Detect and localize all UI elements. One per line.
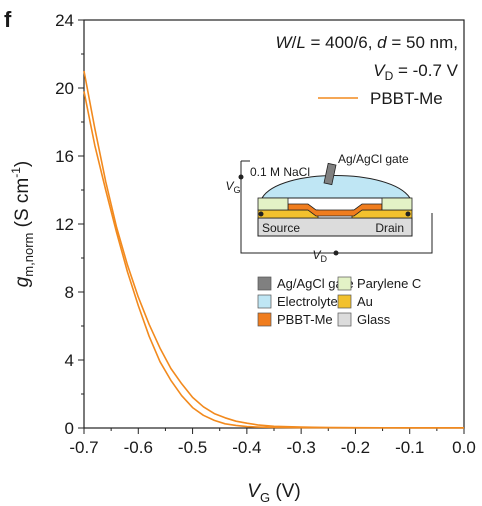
nacl-label: 0.1 M NaCl <box>250 165 310 179</box>
x-tick-label: -0.1 <box>395 438 424 457</box>
legend-label-series-1: PBBT-Me <box>370 89 443 108</box>
legend-swatch <box>257 276 272 291</box>
y-tick-label: 20 <box>55 79 74 98</box>
gate-node <box>238 174 244 180</box>
legend-swatch <box>257 312 272 327</box>
legend-label: Glass <box>357 312 391 327</box>
legend-swatch <box>337 276 352 291</box>
x-tick-label: -0.4 <box>232 438 261 457</box>
x-tick-label: -0.5 <box>178 438 207 457</box>
vd-label: VD <box>312 248 327 264</box>
drain-voltage-annotation: VD = -0.7 V <box>373 61 458 83</box>
y-tick-label: 8 <box>65 283 74 302</box>
x-tick-label: -0.3 <box>286 438 315 457</box>
y-axis-label: gm,norm (S cm-1) <box>9 161 36 288</box>
legend-label: Electrolyte <box>277 294 338 309</box>
drain-node <box>405 211 411 217</box>
legend-swatch <box>337 294 352 309</box>
y-tick-label: 12 <box>55 215 74 234</box>
legend-swatch <box>257 294 272 309</box>
y-tick-label: 0 <box>65 419 74 438</box>
x-tick-label: -0.2 <box>341 438 370 457</box>
device-geometry-annotation: W/L = 400/6, d = 50 nm, <box>276 33 458 52</box>
electrolyte-droplet <box>261 175 411 199</box>
x-axis-label: VG (V) <box>247 481 300 505</box>
y-tick-label: 4 <box>65 351 74 370</box>
parylene-right <box>381 197 413 211</box>
y-tick-label: 16 <box>55 147 74 166</box>
vd-node <box>333 250 339 256</box>
parylene-left <box>257 197 289 211</box>
legend-swatch <box>337 312 352 327</box>
axis-ticks: -0.7 -0.6 -0.5 -0.4 -0.3 -0.2 -0.1 0.0 0 4 8 12 16 20… <box>55 11 476 457</box>
device-schematic: 0.1 M NaCl Ag/AgCl gate VG VD Source Dra… <box>225 152 433 264</box>
series-line-1 <box>83 91 464 429</box>
series-line-2 <box>83 70 464 429</box>
drain-label: Drain <box>375 221 404 235</box>
panel-label: f <box>4 7 12 32</box>
series-layer <box>83 70 464 429</box>
gate-label: Ag/AgCl gate <box>338 152 409 166</box>
ag-agcl-gate <box>323 162 337 186</box>
x-tick-label: -0.7 <box>69 438 98 457</box>
x-tick-label: -0.6 <box>124 438 153 457</box>
glass-substrate <box>257 217 413 237</box>
legend-label: Parylene C <box>357 276 421 291</box>
legend-label: Au <box>357 294 373 309</box>
material-legend: Ag/AgCl gate Parylene C Electrolyte Au PBBT-… <box>257 276 421 327</box>
vg-label: VG <box>225 179 240 195</box>
source-node <box>258 211 264 217</box>
legend-label: PBBT-Me <box>277 312 333 327</box>
x-tick-label: 0.0 <box>452 438 476 457</box>
legend-label: Ag/AgCl gate <box>277 276 354 291</box>
y-tick-label: 24 <box>55 11 74 30</box>
source-label: Source <box>262 221 300 235</box>
